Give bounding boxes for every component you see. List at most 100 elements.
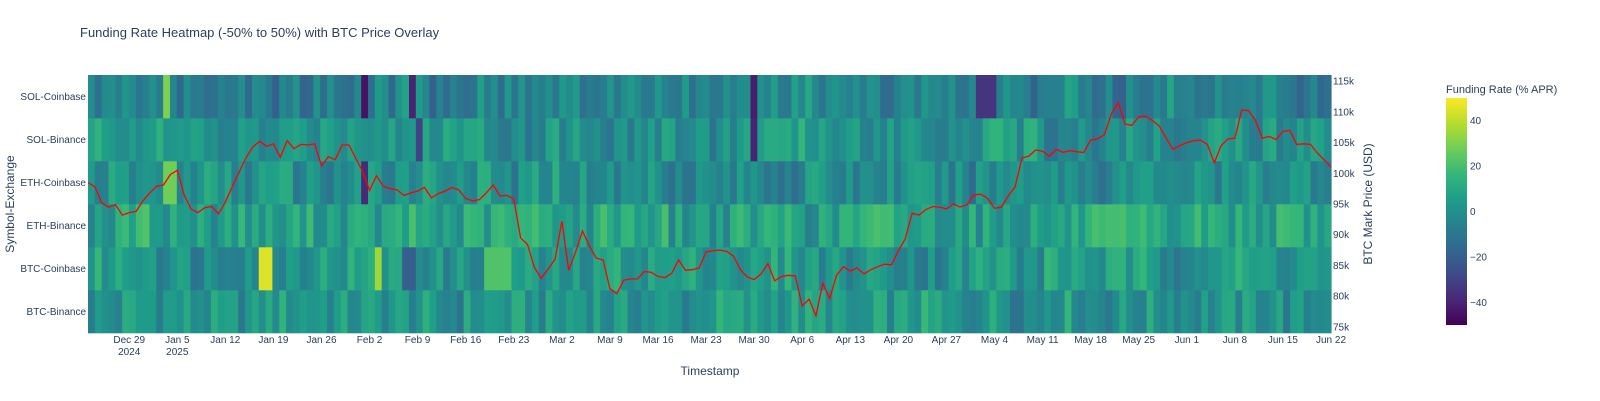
heatmap-cell [1255,161,1264,205]
heatmap-cell [1269,118,1277,162]
heatmap-cell [1146,75,1155,119]
heatmap-cell [900,75,909,119]
heatmap-cell [395,204,403,248]
heatmap-cell [634,118,642,162]
heatmap-cell [299,290,308,334]
heatmap-cell [422,204,431,248]
heatmap-cell [1023,75,1032,119]
heatmap-cell [354,161,362,205]
heatmap-cell [620,75,629,119]
heatmap-cell [374,75,383,119]
heatmap-cell [825,118,834,162]
heatmap-cell [1249,75,1257,119]
y-tick-label: ETH-Binance [27,221,87,232]
heatmap-cell [1064,75,1073,119]
heatmap-cell [914,161,922,205]
heatmap-cell [1078,118,1086,162]
heatmap-cell [921,118,929,162]
heatmap-cell [436,290,444,334]
heatmap-cell [1310,247,1318,291]
heatmap-cell [1023,247,1032,291]
heatmap-cell [607,75,615,119]
heatmap-cell [627,75,635,119]
heatmap-cell [996,75,1004,119]
heatmap-cell [668,161,676,205]
heatmap-cell [914,204,922,248]
heatmap-cell [525,290,533,334]
heatmap-cell [265,290,273,334]
heatmap-cell [101,118,110,162]
heatmap-cell [750,247,758,291]
heatmap-cell [586,118,594,162]
x-tick-label: May 4 [981,335,1009,346]
heatmap-cell [600,161,608,205]
heatmap-cell [1276,75,1284,119]
heatmap-cell [982,161,991,205]
heatmap-cell [381,118,390,162]
heatmap-cell [210,247,219,291]
heatmap-cell [224,118,233,162]
heatmap-cell [395,247,403,291]
heatmap-cell [880,118,888,162]
heatmap-cell [859,75,868,119]
heatmap-cell [1317,118,1325,162]
heatmap-cell [128,75,137,119]
heatmap-cell [593,75,601,119]
heatmap-cell [1167,118,1175,162]
heatmap-cell [1173,118,1182,162]
heatmap-cell [757,118,765,162]
heatmap-cell [784,204,793,248]
heatmap-cell [607,204,615,248]
x-tick-label: Jun 22 [1316,335,1346,346]
x-tick-label: Apr 27 [932,335,962,346]
heatmap-cell [1078,75,1086,119]
heatmap-cell [545,75,554,119]
heatmap-cell [1201,290,1209,334]
heatmap-cell [381,75,390,119]
heatmap-cell [415,290,424,334]
heatmap-cell [900,118,909,162]
heatmap-cell [846,75,854,119]
heatmap-cell [1085,290,1093,334]
heatmap-cell [586,247,594,291]
heatmap-cell [579,247,588,291]
heatmap-cell [408,75,417,119]
heatmap-cell [408,204,417,248]
heatmap-cell [313,75,321,119]
heatmap-cell [1255,204,1264,248]
heatmap-cell [156,118,164,162]
heatmap-cell [231,161,239,205]
heatmap-cell [873,118,881,162]
heatmap-cell [709,75,717,119]
heatmap-cell [832,247,840,291]
heatmap-cell [299,118,308,162]
heatmap-cell [1310,118,1318,162]
heatmap-cell [682,161,690,205]
heatmap-cell [1057,161,1066,205]
heatmap-cell [955,118,963,162]
heatmap-cell [292,75,301,119]
heatmap-cell [470,290,478,334]
heatmap-cell [374,118,383,162]
heatmap-cell [490,204,499,248]
heatmap-cell [238,161,246,205]
heatmap-cell [1085,75,1093,119]
heatmap-cell [1050,204,1059,248]
heatmap-cell [989,118,997,162]
heatmap-cell [320,161,328,205]
heatmap-cell [1269,290,1277,334]
y2-tick-label: 80k [1333,292,1350,303]
heatmap-cell [251,247,260,291]
heatmap-cell [770,290,779,334]
heatmap-cell [750,118,758,162]
heatmap-cell [94,290,103,334]
heatmap-cell [962,118,970,162]
heatmap-cell [1139,75,1148,119]
heatmap-cell [292,247,301,291]
heatmap-cell [518,75,526,119]
heatmap-cell [689,204,697,248]
heatmap-cell [1153,290,1161,334]
heatmap-cell [1132,247,1141,291]
heatmap-cell [661,204,670,248]
heatmap-cell [429,161,437,205]
